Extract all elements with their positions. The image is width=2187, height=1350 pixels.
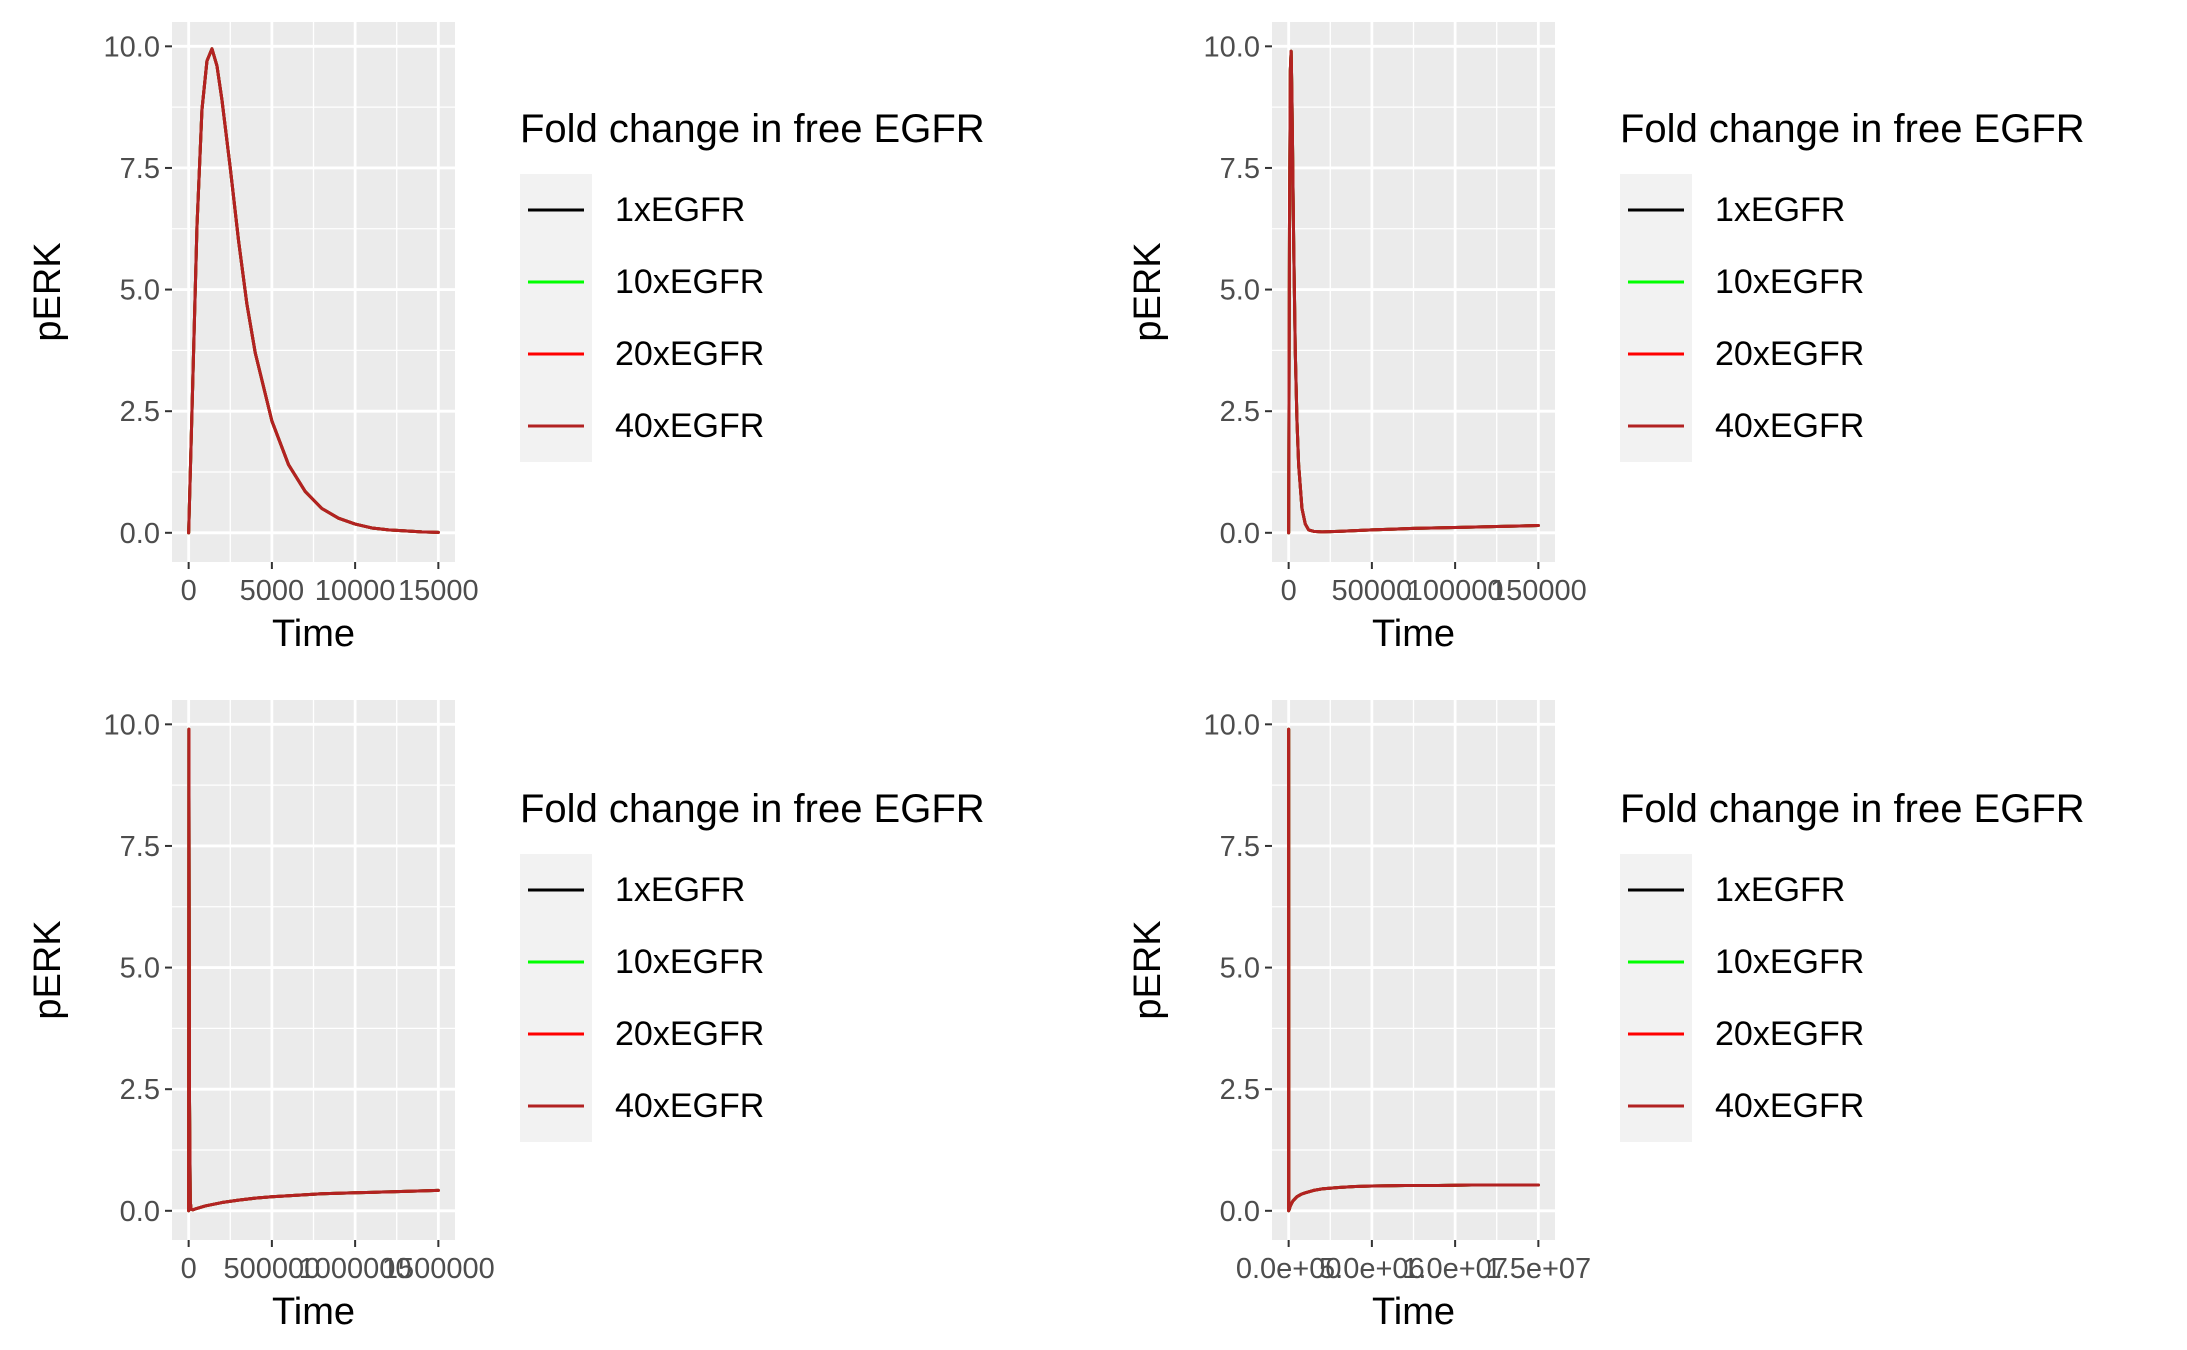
y-tick-label: 7.5 <box>120 831 160 863</box>
y-tick-label: 7.5 <box>1220 831 1260 863</box>
y-axis-title: pERK <box>27 920 69 1019</box>
legend: Fold change in free EGFR 1xEGFR 10xEGFR 20x… <box>1620 107 2085 462</box>
y-tick-label: 0.0 <box>1220 1196 1260 1228</box>
legend-label: 40xEGFR <box>1715 407 1864 445</box>
x-tick-label: 1.5e+07 <box>1486 1253 1592 1285</box>
x-tick-label: 1500000 <box>382 1253 495 1285</box>
y-tick-label: 0.0 <box>1220 518 1260 550</box>
x-axis-title: Time <box>1372 613 1455 655</box>
x-tick-label: 150000 <box>1490 575 1587 607</box>
x-tick-label: 1000000 <box>299 1253 412 1285</box>
x-tick-label: 15000 <box>398 575 479 607</box>
y-tick-label: 10.0 <box>104 31 160 63</box>
legend-label: 10xEGFR <box>1715 943 1864 981</box>
x-tick-label: 5.0e+06 <box>1319 1253 1425 1285</box>
series-line-40xEGFR <box>187 727 440 1213</box>
x-tick-label: 5000 <box>240 575 305 607</box>
series-lines <box>187 47 440 535</box>
legend-label: 1xEGFR <box>615 191 745 229</box>
x-tick-label: 100000 <box>1407 575 1504 607</box>
y-tick-label: 2.5 <box>120 1074 160 1106</box>
x-tick-label: 50000 <box>1332 575 1413 607</box>
y-tick-label: 5.0 <box>1220 953 1260 985</box>
x-tick-label: 0 <box>181 1253 197 1285</box>
y-tick-label: 5.0 <box>120 953 160 985</box>
y-axis-title: pERK <box>1127 242 1169 341</box>
y-tick-label: 7.5 <box>1220 153 1260 185</box>
x-tick-label: 1.0e+07 <box>1402 1253 1508 1285</box>
x-axis-title: Time <box>1372 1291 1455 1333</box>
x-axis-title: Time <box>272 1291 355 1333</box>
legend-label: 20xEGFR <box>615 335 764 373</box>
y-tick-label: 0.0 <box>120 518 160 550</box>
x-tick-label: 0.0e+00 <box>1236 1253 1342 1285</box>
legend-title: Fold change in free EGFR <box>1620 107 2085 151</box>
x-axis-title: Time <box>272 613 355 655</box>
legend-title: Fold change in free EGFR <box>520 107 985 151</box>
legend-label: 1xEGFR <box>615 871 745 909</box>
series-line-40xEGFR <box>1287 49 1540 535</box>
legend-label: 40xEGFR <box>615 1087 764 1125</box>
legend-label: 10xEGFR <box>1715 263 1864 301</box>
chart-panel-top-left: 0.0 2.5 5.0 7.5 10.0 0 5000 10000 15000 Time pERK F… <box>27 22 985 655</box>
y-tick-label: 5.0 <box>120 275 160 307</box>
legend-title: Fold change in free EGFR <box>1620 787 2085 831</box>
y-tick-label: 10.0 <box>104 709 160 741</box>
legend-label: 20xEGFR <box>1715 335 1864 373</box>
legend-title: Fold change in free EGFR <box>520 787 985 831</box>
series-lines <box>1287 727 1540 1213</box>
legend-label: 10xEGFR <box>615 263 764 301</box>
x-tick-label: 500000 <box>223 1253 320 1285</box>
y-tick-label: 2.5 <box>1220 1074 1260 1106</box>
y-tick-label: 10.0 <box>1204 31 1260 63</box>
legend-label: 1xEGFR <box>1715 191 1845 229</box>
legend-label: 1xEGFR <box>1715 871 1845 909</box>
legend-label: 40xEGFR <box>615 407 764 445</box>
y-axis-title: pERK <box>27 242 69 341</box>
x-tick-label: 0 <box>1281 575 1297 607</box>
y-tick-label: 2.5 <box>120 396 160 428</box>
y-tick-label: 5.0 <box>1220 275 1260 307</box>
y-tick-label: 2.5 <box>1220 396 1260 428</box>
legend: Fold change in free EGFR 1xEGFR 10xEGFR 20x… <box>520 107 985 462</box>
series-lines <box>187 727 440 1213</box>
y-axis-title: pERK <box>1127 920 1169 1019</box>
x-tick-label: 0 <box>181 575 197 607</box>
x-tick-label: 10000 <box>315 575 396 607</box>
y-tick-label: 7.5 <box>120 153 160 185</box>
legend: Fold change in free EGFR 1xEGFR 10xEGFR 20x… <box>520 787 985 1142</box>
legend-label: 40xEGFR <box>1715 1087 1864 1125</box>
legend-label: 20xEGFR <box>615 1015 764 1053</box>
series-lines <box>1287 49 1540 535</box>
series-line-40xEGFR <box>187 47 440 535</box>
series-line-40xEGFR <box>1287 727 1540 1213</box>
y-tick-label: 10.0 <box>1204 709 1260 741</box>
y-tick-label: 0.0 <box>120 1196 160 1228</box>
chart-panel-bottom-right: 0.0 2.5 5.0 7.5 10.0 0.0e+005.0e+061.0e+071.5… <box>1127 700 2085 1333</box>
legend-label: 20xEGFR <box>1715 1015 1864 1053</box>
legend: Fold change in free EGFR 1xEGFR 10xEGFR 20x… <box>1620 787 2085 1142</box>
legend-label: 10xEGFR <box>615 943 764 981</box>
